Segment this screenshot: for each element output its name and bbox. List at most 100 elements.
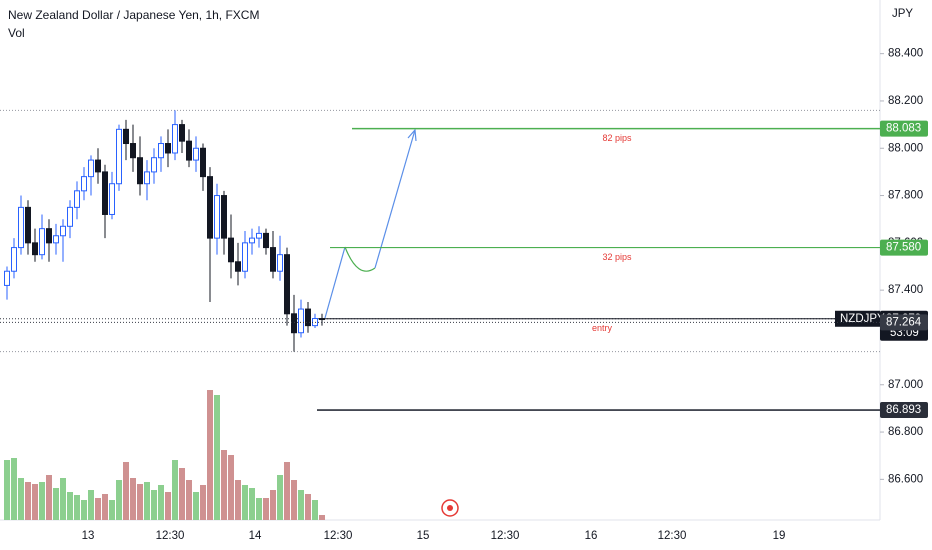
arrow-head	[407, 128, 417, 142]
x-tick-label: 12:30	[658, 530, 687, 542]
volume-bar	[151, 490, 157, 520]
volume-label: Vol	[8, 26, 25, 40]
x-tick-label: 12:30	[491, 530, 520, 542]
y-tick-label: 87.400	[888, 284, 923, 296]
volume-bar	[319, 515, 325, 520]
volume-bar	[228, 455, 234, 520]
x-tick-label: 14	[249, 530, 262, 542]
volume-bar	[137, 484, 143, 520]
volume-bar	[53, 488, 59, 520]
candle-body	[305, 308, 311, 327]
volume-bar	[46, 475, 52, 520]
candle-body	[144, 171, 150, 185]
price-label-bg	[880, 402, 928, 419]
candle-body	[151, 157, 157, 173]
volume-bar	[25, 482, 31, 520]
candle-body	[123, 128, 129, 145]
volume-bar	[298, 490, 304, 520]
candle-body	[263, 232, 269, 249]
candle-body	[67, 206, 73, 227]
volume-bar	[270, 490, 276, 520]
volume-bar	[312, 500, 318, 520]
x-tick-label: 19	[773, 530, 786, 542]
candle-body	[102, 171, 108, 215]
volume-bar	[123, 462, 129, 520]
x-tick-label: 12:30	[156, 530, 185, 542]
volume-bar	[256, 498, 262, 520]
candle-body	[165, 143, 171, 154]
candle-body	[200, 147, 206, 178]
price-label-bg	[880, 120, 928, 137]
candle-body	[39, 228, 45, 256]
candle-body	[60, 225, 66, 237]
candle-body	[179, 124, 185, 142]
volume-bar	[179, 468, 185, 520]
volume-bar	[158, 485, 164, 520]
volume-bar	[235, 480, 241, 520]
candle-body	[18, 206, 24, 249]
volume-bar	[144, 482, 150, 520]
volume-bar	[305, 494, 311, 520]
y-tick-label: 86.600	[888, 473, 923, 485]
price-label: 88.083	[886, 123, 921, 135]
candle-body	[186, 140, 192, 161]
volume-bar	[249, 488, 255, 520]
candle-body	[242, 242, 248, 272]
volume-bar	[11, 458, 17, 520]
candle-body	[172, 124, 178, 154]
candle-body	[158, 143, 164, 159]
y-tick-label: 88.400	[888, 48, 923, 60]
candle-body	[284, 254, 290, 315]
volume-bar	[74, 495, 80, 520]
x-tick-label: 15	[417, 530, 430, 542]
volume-bar	[18, 478, 24, 520]
candle-body	[270, 247, 276, 272]
volume-bar	[214, 395, 220, 520]
volume-bar	[291, 480, 297, 520]
candle-body	[221, 195, 227, 239]
volume-bar	[193, 492, 199, 520]
candle-body	[277, 254, 283, 272]
candle-body	[256, 232, 262, 239]
volume-bar	[32, 484, 38, 520]
candle-body	[11, 247, 17, 272]
volume-bar	[81, 500, 87, 520]
volume-bar	[186, 480, 192, 520]
event-icon-dot	[447, 505, 453, 511]
x-tick-label: 12:30	[324, 530, 353, 542]
candle-body	[207, 176, 213, 239]
x-tick-label: 16	[585, 530, 598, 542]
price-label-bg	[880, 314, 928, 331]
volume-bar	[284, 462, 290, 520]
price-label-bg	[880, 239, 928, 256]
volume-bar	[263, 498, 269, 520]
level-note: entry	[592, 323, 613, 333]
candle-body	[109, 183, 115, 215]
price-label: 87.580	[886, 242, 921, 254]
y-tick-label: 88.200	[888, 95, 923, 107]
volume-bar	[116, 480, 122, 520]
candle-body	[291, 313, 297, 334]
candle-body	[88, 159, 94, 178]
x-tick-label: 13	[82, 530, 95, 542]
candle-body	[81, 176, 87, 192]
volume-bar	[130, 478, 136, 520]
candle-body	[53, 235, 59, 244]
y-tick-label: 86.800	[888, 426, 923, 438]
candle-body	[95, 159, 101, 173]
y-tick-label: 88.000	[888, 142, 923, 154]
candle-body	[130, 143, 136, 159]
volume-bar	[277, 475, 283, 520]
candle-body	[193, 147, 199, 161]
event-icon[interactable]	[441, 499, 459, 517]
projection-arrow	[374, 129, 416, 269]
level-note: 82 pips	[602, 133, 632, 143]
volume-bar	[172, 460, 178, 520]
volume-bar	[67, 492, 73, 520]
volume-bar	[95, 498, 101, 520]
volume-bar	[109, 500, 115, 520]
candle-body	[235, 261, 241, 272]
price-label: 86.893	[886, 404, 921, 416]
